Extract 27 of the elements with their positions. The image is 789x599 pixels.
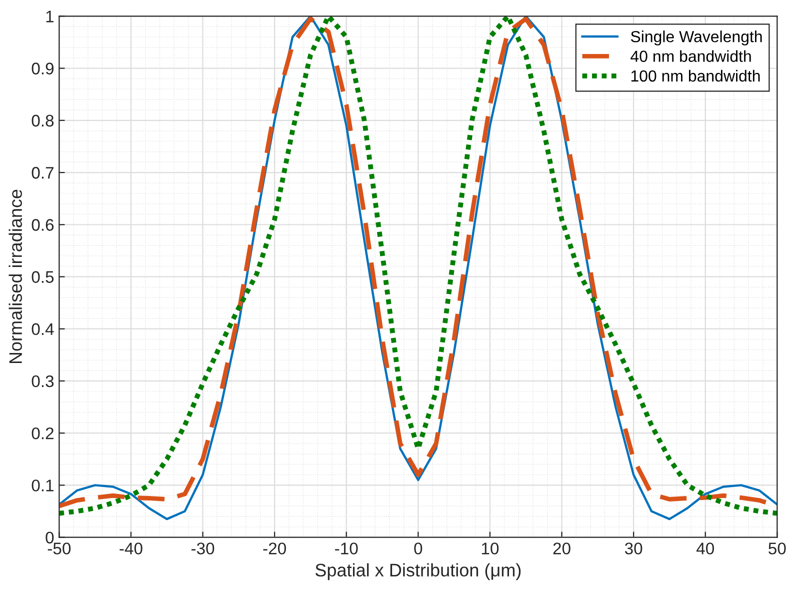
y-tick-label: 0.9	[32, 62, 54, 74]
y-tick-label: 0.4	[32, 323, 54, 336]
x-tick-label: 30	[624, 542, 642, 554]
y-tick-label: 0.2	[32, 427, 54, 440]
y-axis-title: Normalised irradiance	[8, 190, 22, 364]
x-tick-label: 20	[553, 542, 570, 554]
x-tick-label: -50	[48, 542, 71, 554]
legend-label: 100 nm bandwidth	[631, 70, 760, 82]
y-tick-label: 0	[46, 532, 54, 544]
x-tick-label: -40	[120, 542, 142, 554]
y-tick-label: 0.1	[32, 480, 54, 492]
y-tick-label: 0.5	[32, 271, 54, 283]
legend-label: Single Wavelength	[630, 30, 762, 46]
x-tick-label: 50	[768, 542, 786, 554]
x-axis-title: Spatial x Distribution (μm)	[315, 563, 521, 580]
x-tick-label: 10	[482, 542, 499, 554]
x-tick-label: 40	[696, 542, 714, 554]
x-tick-label: 0	[414, 542, 422, 554]
y-tick-label: 0.3	[32, 375, 54, 388]
x-tick-label: -20	[263, 542, 286, 554]
y-tick-label: 0.6	[32, 219, 54, 231]
y-tick-label: 1	[46, 10, 54, 22]
y-tick-label: 0.8	[32, 114, 54, 127]
x-tick-label: -30	[191, 542, 214, 554]
legend-label: 40 nm bandwidth	[630, 50, 751, 62]
x-tick-label: -10	[335, 542, 358, 554]
y-tick-label: 0.7	[32, 166, 54, 179]
